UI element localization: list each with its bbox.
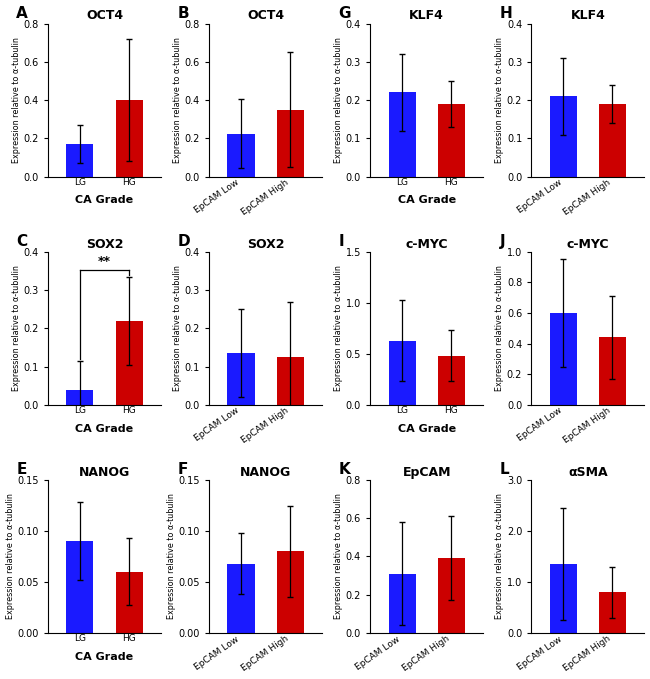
Bar: [116, 572, 142, 633]
Bar: [438, 558, 465, 633]
Bar: [550, 96, 577, 177]
Title: NANOG: NANOG: [240, 466, 291, 479]
Bar: [66, 541, 94, 633]
Y-axis label: Expression relative to α-tubulin: Expression relative to α-tubulin: [495, 494, 504, 619]
Bar: [550, 313, 577, 405]
X-axis label: CA Grade: CA Grade: [398, 196, 456, 205]
Title: KLF4: KLF4: [571, 10, 605, 22]
Bar: [438, 104, 465, 177]
Bar: [389, 341, 415, 405]
Title: c-MYC: c-MYC: [567, 238, 609, 251]
Text: **: **: [98, 255, 111, 268]
Bar: [227, 353, 255, 405]
Title: OCT4: OCT4: [247, 10, 284, 22]
Bar: [116, 100, 142, 177]
Title: SOX2: SOX2: [247, 238, 284, 251]
Text: K: K: [339, 462, 350, 477]
Bar: [599, 592, 626, 633]
Text: G: G: [339, 5, 351, 20]
Text: H: H: [499, 5, 512, 20]
Bar: [599, 337, 626, 405]
Bar: [389, 574, 415, 633]
Y-axis label: Expression relative to α-tubulin: Expression relative to α-tubulin: [166, 494, 176, 619]
X-axis label: CA Grade: CA Grade: [398, 424, 456, 433]
Text: A: A: [16, 5, 28, 20]
Bar: [389, 92, 415, 177]
Bar: [116, 320, 142, 405]
Y-axis label: Expression relative to α-tubulin: Expression relative to α-tubulin: [334, 37, 343, 163]
Y-axis label: Expression relative to α-tubulin: Expression relative to α-tubulin: [12, 265, 21, 391]
Text: B: B: [177, 5, 189, 20]
Bar: [599, 104, 626, 177]
Bar: [66, 144, 94, 177]
Text: J: J: [499, 234, 505, 249]
X-axis label: CA Grade: CA Grade: [75, 196, 133, 205]
Y-axis label: Expression relative to α-tubulin: Expression relative to α-tubulin: [495, 265, 504, 391]
Text: C: C: [16, 234, 27, 249]
Y-axis label: Expression relative to α-tubulin: Expression relative to α-tubulin: [334, 265, 343, 391]
Title: EpCAM: EpCAM: [402, 466, 451, 479]
Bar: [277, 110, 304, 177]
Text: L: L: [499, 462, 509, 477]
Title: αSMA: αSMA: [568, 466, 608, 479]
Bar: [550, 564, 577, 633]
Title: SOX2: SOX2: [86, 238, 124, 251]
X-axis label: CA Grade: CA Grade: [75, 424, 133, 433]
Bar: [277, 551, 304, 633]
Text: I: I: [339, 234, 344, 249]
Y-axis label: Expression relative to α-tubulin: Expression relative to α-tubulin: [12, 37, 21, 163]
Title: KLF4: KLF4: [410, 10, 444, 22]
Bar: [277, 357, 304, 405]
Bar: [66, 390, 94, 405]
Bar: [227, 134, 255, 177]
Y-axis label: Expression relative to α-tubulin: Expression relative to α-tubulin: [173, 265, 182, 391]
X-axis label: CA Grade: CA Grade: [75, 652, 133, 662]
Text: F: F: [177, 462, 188, 477]
Bar: [438, 356, 465, 405]
Y-axis label: Expression relative to α-tubulin: Expression relative to α-tubulin: [495, 37, 504, 163]
Y-axis label: Expression relative to α-tubulin: Expression relative to α-tubulin: [173, 37, 182, 163]
Y-axis label: Expression relative to α-tubulin: Expression relative to α-tubulin: [334, 494, 343, 619]
Text: E: E: [16, 462, 27, 477]
Title: NANOG: NANOG: [79, 466, 130, 479]
Text: D: D: [177, 234, 190, 249]
Title: OCT4: OCT4: [86, 10, 123, 22]
Bar: [227, 564, 255, 633]
Y-axis label: Expression relative to α-tubulin: Expression relative to α-tubulin: [6, 494, 14, 619]
Title: c-MYC: c-MYC: [406, 238, 448, 251]
